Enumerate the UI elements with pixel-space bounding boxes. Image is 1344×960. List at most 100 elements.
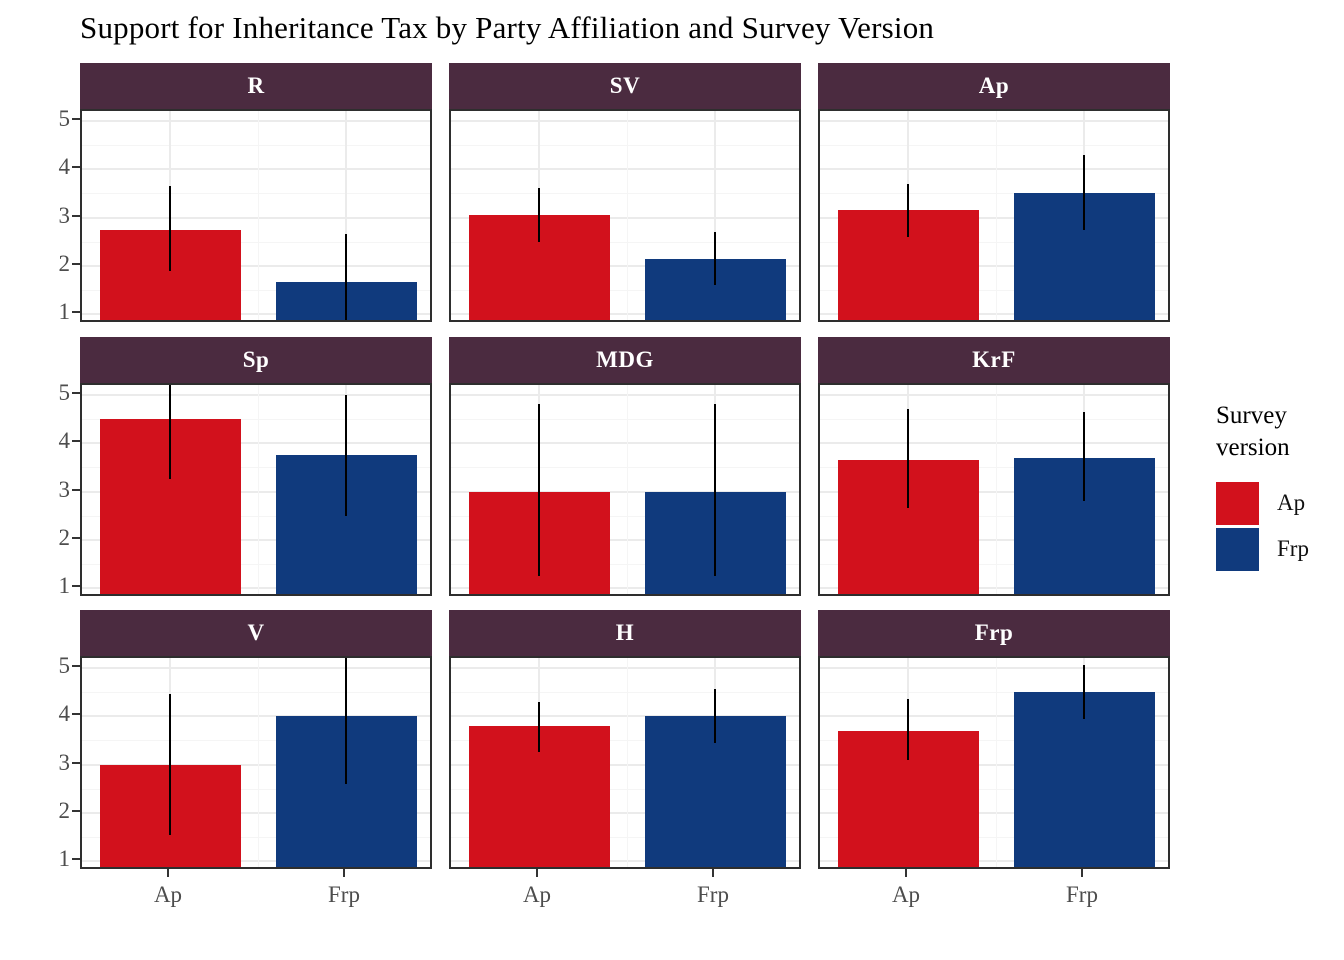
y-tick-mark <box>72 391 80 394</box>
errorbar-V-Frp <box>345 658 347 784</box>
x-tick-label: Frp <box>1066 882 1098 907</box>
errorbar-Sp-Ap <box>169 385 171 480</box>
gridline-major <box>82 538 430 541</box>
y-tick-label: 1 <box>58 299 71 325</box>
facet-SV: SV <box>449 63 801 322</box>
gridline-minor <box>820 837 1168 839</box>
x-tick-mark <box>167 869 169 877</box>
y-tick-mark <box>72 488 80 491</box>
gridline-major <box>820 313 1168 316</box>
y-tick-mark <box>72 761 80 764</box>
errorbar-MDG-Frp <box>714 404 716 577</box>
gridline-minor <box>451 740 799 742</box>
facet-V: V <box>80 610 432 869</box>
gridline-minor <box>451 467 799 469</box>
y-tick-mark <box>72 311 80 314</box>
facet-strip-R: R <box>80 63 432 109</box>
y-tick-label: 5 <box>58 652 71 678</box>
y-tick-mark <box>72 440 80 443</box>
gridline-major <box>82 763 430 766</box>
y-tick-mark <box>72 214 80 217</box>
facet-strip-label-R: R <box>247 73 265 98</box>
y-tick-label: 1 <box>58 573 71 599</box>
gridline-major <box>82 587 430 590</box>
facet-panel-Frp <box>818 656 1170 869</box>
y-tick-label: 3 <box>58 202 71 228</box>
gridline-major <box>451 538 799 541</box>
legend-entry-ap: Ap <box>1216 480 1344 526</box>
gridline-minor <box>451 564 799 566</box>
x-tick-label: Ap <box>522 882 552 907</box>
gridline-minor <box>82 788 430 790</box>
gridline-minor <box>451 144 799 146</box>
gridline-major <box>820 715 1168 718</box>
legend-label-frp: Frp <box>1277 536 1309 561</box>
gridline-vertical-minor <box>258 385 259 594</box>
gridline-major <box>82 811 430 814</box>
facet-strip-H: H <box>449 610 801 656</box>
y-tick-label: 4 <box>58 428 71 454</box>
gridline-minor <box>451 788 799 790</box>
gridline-major <box>451 763 799 766</box>
gridline-major <box>451 860 799 863</box>
gridline-major <box>451 587 799 590</box>
gridline-minor <box>451 691 799 693</box>
gridline-minor <box>82 467 430 469</box>
gridline-major <box>820 119 1168 122</box>
y-tick-label: 2 <box>58 524 71 550</box>
gridline-major <box>82 490 430 493</box>
gridline-major <box>451 442 799 445</box>
gridline-major <box>451 393 799 396</box>
gridline-minor <box>451 241 799 243</box>
gridline-minor <box>451 837 799 839</box>
gridline-major <box>820 393 1168 396</box>
gridline-major <box>451 168 799 171</box>
facet-strip-label-KrF: KrF <box>972 347 1016 372</box>
gridline-vertical-minor <box>627 385 628 594</box>
legend-title: Survey version <box>1216 402 1290 461</box>
gridline-major <box>82 442 430 445</box>
x-tick-label: Ap <box>153 882 183 907</box>
facet-Frp: Frp <box>818 610 1170 869</box>
errorbar-H-Frp <box>714 689 716 743</box>
gridline-major <box>82 216 430 219</box>
gridline-major <box>820 490 1168 493</box>
legend-entry-frp: Frp <box>1216 526 1344 572</box>
gridline-major <box>82 860 430 863</box>
x-tick-mark <box>343 869 345 877</box>
facet-strip-V: V <box>80 610 432 656</box>
errorbar-Ap-Ap <box>907 183 909 237</box>
gridline-major <box>82 313 430 316</box>
gridline-vertical-major <box>714 111 716 320</box>
gridline-major <box>451 811 799 814</box>
facet-panel-Sp <box>80 383 432 596</box>
facet-panel-SV <box>449 109 801 322</box>
facet-panel-R <box>80 109 432 322</box>
errorbar-SV-Ap <box>538 188 540 242</box>
facet-KrF: KrF <box>818 337 1170 596</box>
gridline-minor <box>820 144 1168 146</box>
gridline-minor <box>820 290 1168 292</box>
x-tick-mark <box>905 869 907 877</box>
facet-strip-label-H: H <box>615 620 635 645</box>
gridline-major <box>820 587 1168 590</box>
errorbar-V-Ap <box>169 694 171 835</box>
gridline-major <box>451 490 799 493</box>
gridline-minor <box>820 418 1168 420</box>
gridline-minor <box>820 788 1168 790</box>
errorbar-KrF-Frp <box>1083 411 1085 502</box>
errorbar-SV-Frp <box>714 232 716 286</box>
x-tick-label: Ap <box>891 882 921 907</box>
y-tick-label: 3 <box>58 476 71 502</box>
gridline-minor <box>82 837 430 839</box>
gridline-minor <box>82 691 430 693</box>
facet-strip-label-MDG: MDG <box>596 347 654 372</box>
x-tick-label: Frp <box>697 882 729 907</box>
gridline-minor <box>820 241 1168 243</box>
gridline-minor <box>82 515 430 517</box>
gridline-minor <box>820 691 1168 693</box>
gridline-major <box>820 811 1168 814</box>
x-tick-mark <box>536 869 538 877</box>
gridline-minor <box>82 740 430 742</box>
gridline-major <box>451 264 799 267</box>
